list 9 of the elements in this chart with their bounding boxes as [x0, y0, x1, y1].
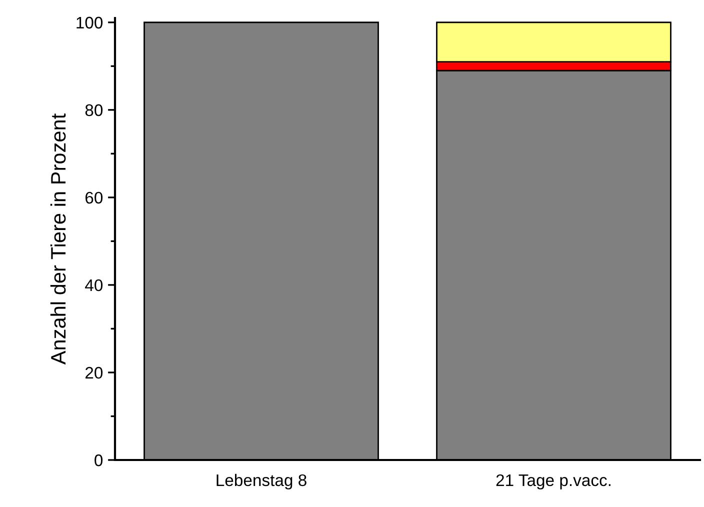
y-tick-label: 40 [85, 279, 103, 292]
y-tick-label: 20 [85, 366, 103, 379]
x-tick-label: Lebenstag 8 [216, 474, 306, 490]
y-tick-label: 60 [86, 192, 103, 204]
y-tick-label: 0 [94, 454, 103, 466]
y-axis-title: Anzahl der Tiere in Prozent [50, 113, 66, 365]
y-tick-label: 100 [76, 16, 103, 29]
y-tick-label: 80 [85, 104, 103, 116]
x-tick-label: 21 Tage p.vacc. [496, 474, 610, 490]
